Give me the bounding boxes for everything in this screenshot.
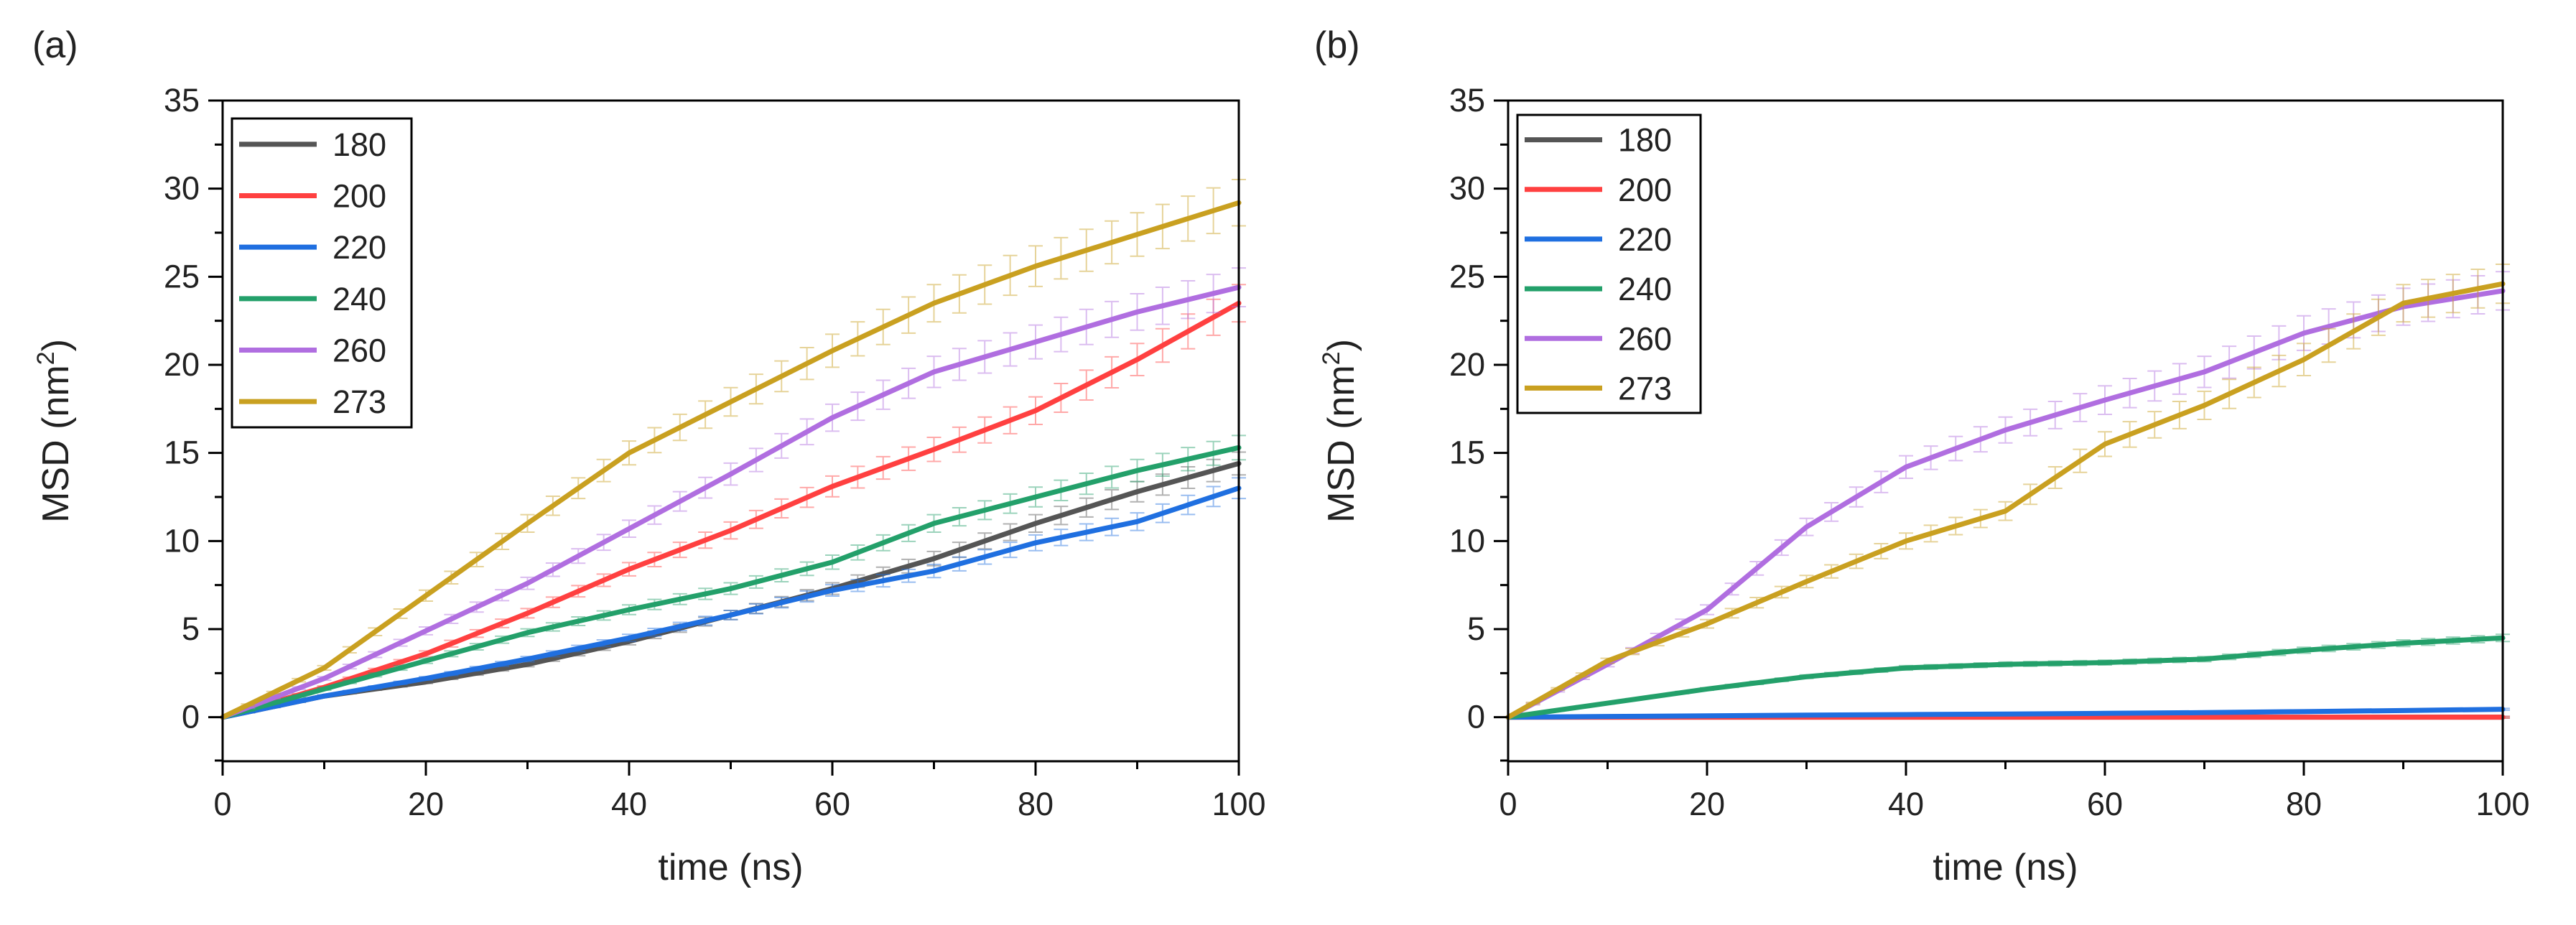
legend-label-273: 273 (1618, 370, 1672, 406)
x-tick-label: 100 (1212, 786, 1265, 822)
chart-panel-b: (b) 0 5 10 15 20 25 30 35 0 20 40 60 80 100 time (ns) MS… (1314, 24, 2530, 888)
error-bars-220 (241, 477, 1246, 714)
y-axis-title: MSD (nm2) (1318, 339, 1362, 523)
series-line-273 (220, 200, 1242, 720)
panel-label: (a) (32, 24, 78, 66)
y-tick-label: 20 (1449, 346, 1485, 383)
chart-panel-a: (a) 0 5 10 15 20 25 30 35 0 20 40 60 80 100 time (ns) MS… (32, 24, 1266, 888)
y-tick-label: 0 (1467, 699, 1485, 735)
legend-label-260: 260 (1618, 320, 1672, 357)
x-tick-label: 60 (814, 786, 850, 822)
legend-box (231, 117, 413, 429)
y-tick-label: 0 (182, 699, 200, 735)
y-tick-label: 35 (1449, 82, 1485, 118)
y-axis-title-sup: 2 (32, 351, 60, 365)
y-tick-label: 30 (164, 170, 200, 207)
legend: 180 200 220 240 260 273 (231, 117, 413, 429)
legend-label-200: 200 (333, 178, 386, 215)
legend-label-273: 273 (333, 384, 386, 420)
y-tick-label: 10 (164, 522, 200, 559)
legend-label-260: 260 (333, 333, 386, 369)
series-line-220 (1505, 707, 2506, 720)
y-axis-title-main: MSD (nm (1321, 365, 1362, 523)
legend-box (1516, 113, 1702, 414)
legend-label-220: 220 (1618, 221, 1672, 258)
y-axis-title-sup: 2 (1318, 351, 1345, 365)
y-tick-label: 15 (1449, 434, 1485, 471)
y-tick-label: 25 (164, 258, 200, 294)
x-tick-label: 80 (2286, 786, 2322, 822)
x-tick-label: 0 (1499, 786, 1517, 822)
x-tick-label: 40 (1888, 786, 1924, 822)
series-line-240 (1505, 635, 2506, 720)
x-tick-label: 20 (1689, 786, 1725, 822)
x-axis-title: time (ns) (1933, 847, 2078, 888)
y-tick-label: 25 (1449, 258, 1485, 294)
legend-label-220: 220 (333, 229, 386, 266)
series-line-260 (1505, 288, 2506, 720)
y-tick-label: 20 (164, 346, 200, 383)
x-axis-title: time (ns) (658, 847, 803, 888)
legend-label-180: 180 (333, 126, 386, 163)
x-tick-label: 60 (2087, 786, 2123, 822)
error-bars-273 (1525, 263, 2510, 705)
x-tick-label: 0 (213, 786, 231, 822)
legend-label-240: 240 (1618, 271, 1672, 307)
series-line-260 (220, 284, 1242, 720)
legend-label-180: 180 (1618, 122, 1672, 159)
y-tick-label: 35 (164, 82, 200, 118)
legend-label-200: 200 (1618, 172, 1672, 208)
y-tick-label: 5 (1467, 610, 1485, 647)
y-axis-title-close: ) (35, 339, 77, 351)
y-tick-label: 10 (1449, 522, 1485, 559)
x-tick-label: 20 (408, 786, 444, 822)
error-bars-180 (241, 451, 1246, 714)
series-line-240 (220, 445, 1242, 720)
legend-label-240: 240 (333, 281, 386, 317)
x-tick-label: 40 (611, 786, 647, 822)
series-line-220 (220, 485, 1242, 720)
legend: 180 200 220 240 260 273 (1516, 113, 1702, 414)
y-tick-label: 15 (164, 434, 200, 471)
y-axis-title-close: ) (1321, 339, 1362, 351)
x-tick-label: 80 (1018, 786, 1054, 822)
y-axis-title-main: MSD (nm (35, 365, 77, 523)
y-tick-label: 5 (182, 610, 200, 647)
panel-label: (b) (1314, 24, 1360, 66)
y-axis-title: MSD (nm2) (32, 339, 77, 523)
series-line-200 (220, 300, 1242, 720)
x-tick-label: 100 (2475, 786, 2529, 822)
y-tick-label: 30 (1449, 170, 1485, 207)
series-line-273 (1505, 281, 2506, 720)
